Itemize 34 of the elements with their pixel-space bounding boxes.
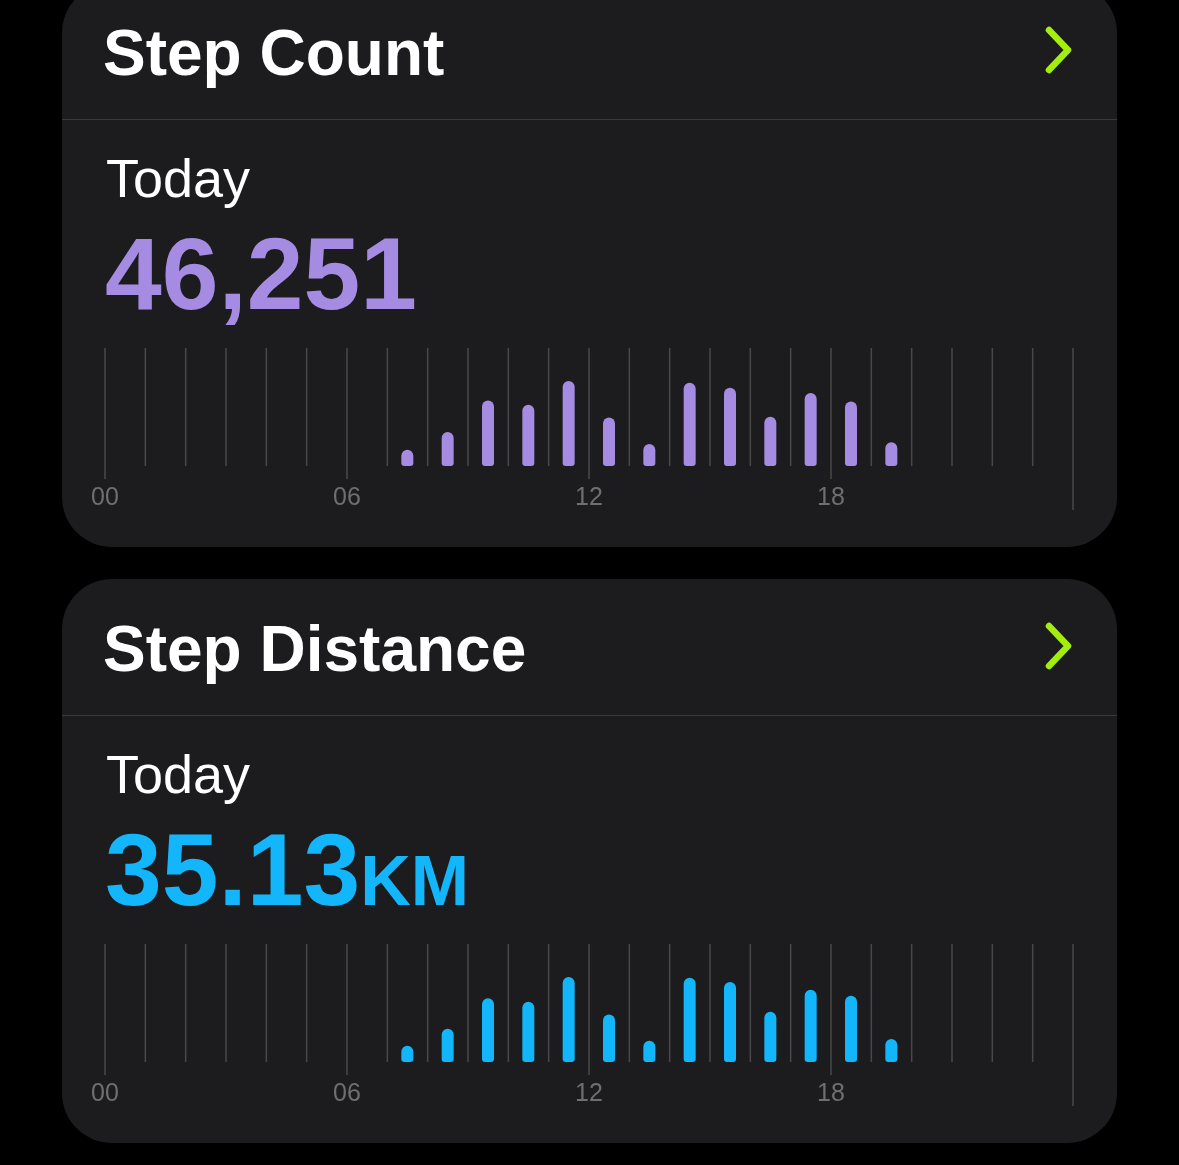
bar xyxy=(724,982,736,1062)
bar xyxy=(804,989,817,1062)
bar xyxy=(562,977,575,1062)
x-tick-label: 18 xyxy=(817,1078,845,1106)
bar xyxy=(522,1001,535,1062)
text: 46,251 xyxy=(105,216,417,331)
chart-subtitle: Today xyxy=(106,744,251,805)
chart-title: Step Distance xyxy=(103,612,527,685)
bar xyxy=(764,1011,777,1062)
x-tick-label: 12 xyxy=(575,1078,603,1106)
x-tick-label: 00 xyxy=(91,482,119,510)
bar xyxy=(603,1014,615,1062)
bar xyxy=(522,404,535,466)
bar xyxy=(683,382,696,466)
x-tick-label: 06 xyxy=(333,482,361,510)
bar xyxy=(845,401,857,466)
bar xyxy=(845,995,857,1062)
x-tick-label: 12 xyxy=(575,482,603,510)
bar xyxy=(683,977,696,1062)
x-tick-label: 00 xyxy=(91,1078,119,1106)
bar xyxy=(804,392,817,466)
bar xyxy=(482,400,494,466)
bar xyxy=(562,381,575,466)
x-tick-label: 18 xyxy=(817,482,845,510)
bar xyxy=(482,998,494,1062)
x-tick-label: 06 xyxy=(333,1078,361,1106)
bar xyxy=(441,1028,454,1062)
chart-title: Step Count xyxy=(103,16,445,89)
bar xyxy=(441,432,454,466)
chart-subtitle: Today xyxy=(106,148,251,209)
bar xyxy=(603,417,615,466)
bar xyxy=(724,387,736,466)
bar xyxy=(764,416,777,466)
text: 35.13KM xyxy=(105,812,470,929)
